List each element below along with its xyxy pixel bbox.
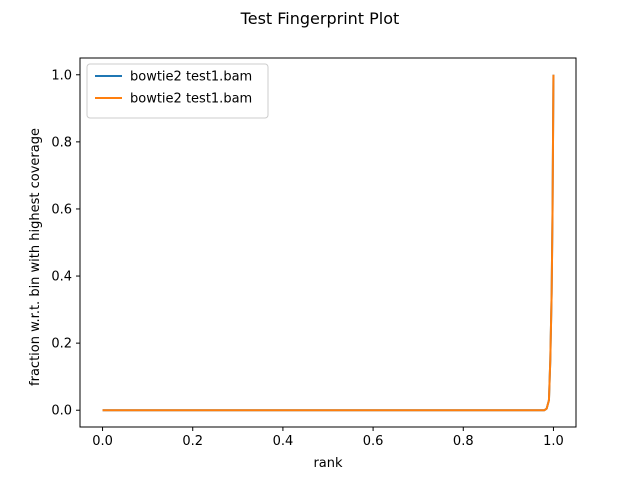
chart-title: Test Fingerprint Plot [240,9,400,28]
x-tick-label: 0.8 [453,434,474,449]
x-tick-label: 0.6 [363,434,384,449]
y-tick-label: 0.8 [51,135,72,150]
y-tick-label: 0.0 [51,404,72,419]
y-tick-label: 0.4 [51,270,72,285]
x-tick-label: 0.2 [182,434,203,449]
legend: bowtie2 test1.bam bowtie2 test1.bam [86,63,269,119]
y-tick-label: 0.6 [51,202,72,217]
series-line-2 [102,74,555,412]
x-tick-label: 0.0 [92,434,113,449]
plot-frame [79,57,577,428]
x-tick-label: 0.4 [273,434,294,449]
y-tick-label: 0.2 [51,337,72,352]
legend-label: bowtie2 test1.bam [130,70,252,85]
x-axis-label: rank [313,456,343,471]
y-axis-label: fraction w.r.t. bin with highest coverag… [28,128,43,386]
y-tick-label: 1.0 [51,68,72,83]
x-tick-label: 1.0 [543,434,564,449]
plot-area: 0.0 0.2 0.4 0.6 0.8 1.0 0.0 0.2 0.4 0.6 0.8 1.0 [51,57,577,449]
legend-label: bowtie2 test1.bam [130,92,252,107]
legend-box [86,63,269,119]
